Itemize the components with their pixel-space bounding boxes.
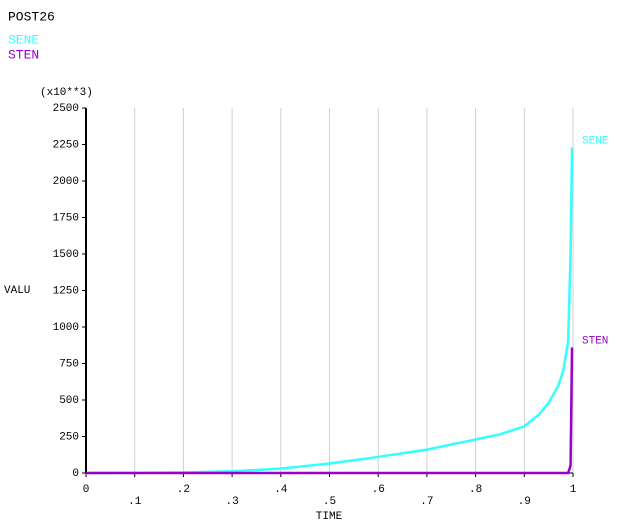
x-tick-label: .5 [323,496,336,508]
x-tick-label: .9 [518,496,531,508]
legend-entry: SENE [8,32,39,47]
series-end-label: STEN [582,335,608,347]
y-tick-label: 1000 [53,322,79,334]
y-tick-label: 750 [59,358,79,370]
series-line [86,347,574,475]
series-end-label: SENE [582,135,609,147]
x-tick-label: 1 [570,484,577,496]
y-tick-label: 1250 [53,285,79,297]
y-tick-label: 1750 [53,212,79,224]
y-tick-label: 2500 [53,103,79,115]
x-tick-label: .4 [274,484,288,496]
x-tick-label: .6 [372,484,385,496]
x-tick-label: .7 [420,496,433,508]
x-tick-label: 0 [83,484,90,496]
y-tick-label: 2000 [53,176,79,188]
unit-note: (x10**3) [40,87,93,99]
legend-entry: STEN [8,47,39,62]
y-tick-label: 1500 [53,249,79,261]
chart-title: POST26 [8,9,55,24]
x-tick-label: .3 [225,496,238,508]
y-axis-label: VALU [4,285,30,297]
y-tick-label: 0 [72,468,79,480]
x-tick-label: .2 [177,484,190,496]
y-tick-label: 500 [59,395,79,407]
x-tick-label: .8 [469,484,482,496]
x-tick-label: .1 [128,496,142,508]
series-line [85,147,574,475]
y-tick-label: 250 [59,431,79,443]
y-tick-label: 2250 [53,139,79,151]
x-axis-label: TIME [316,511,343,523]
